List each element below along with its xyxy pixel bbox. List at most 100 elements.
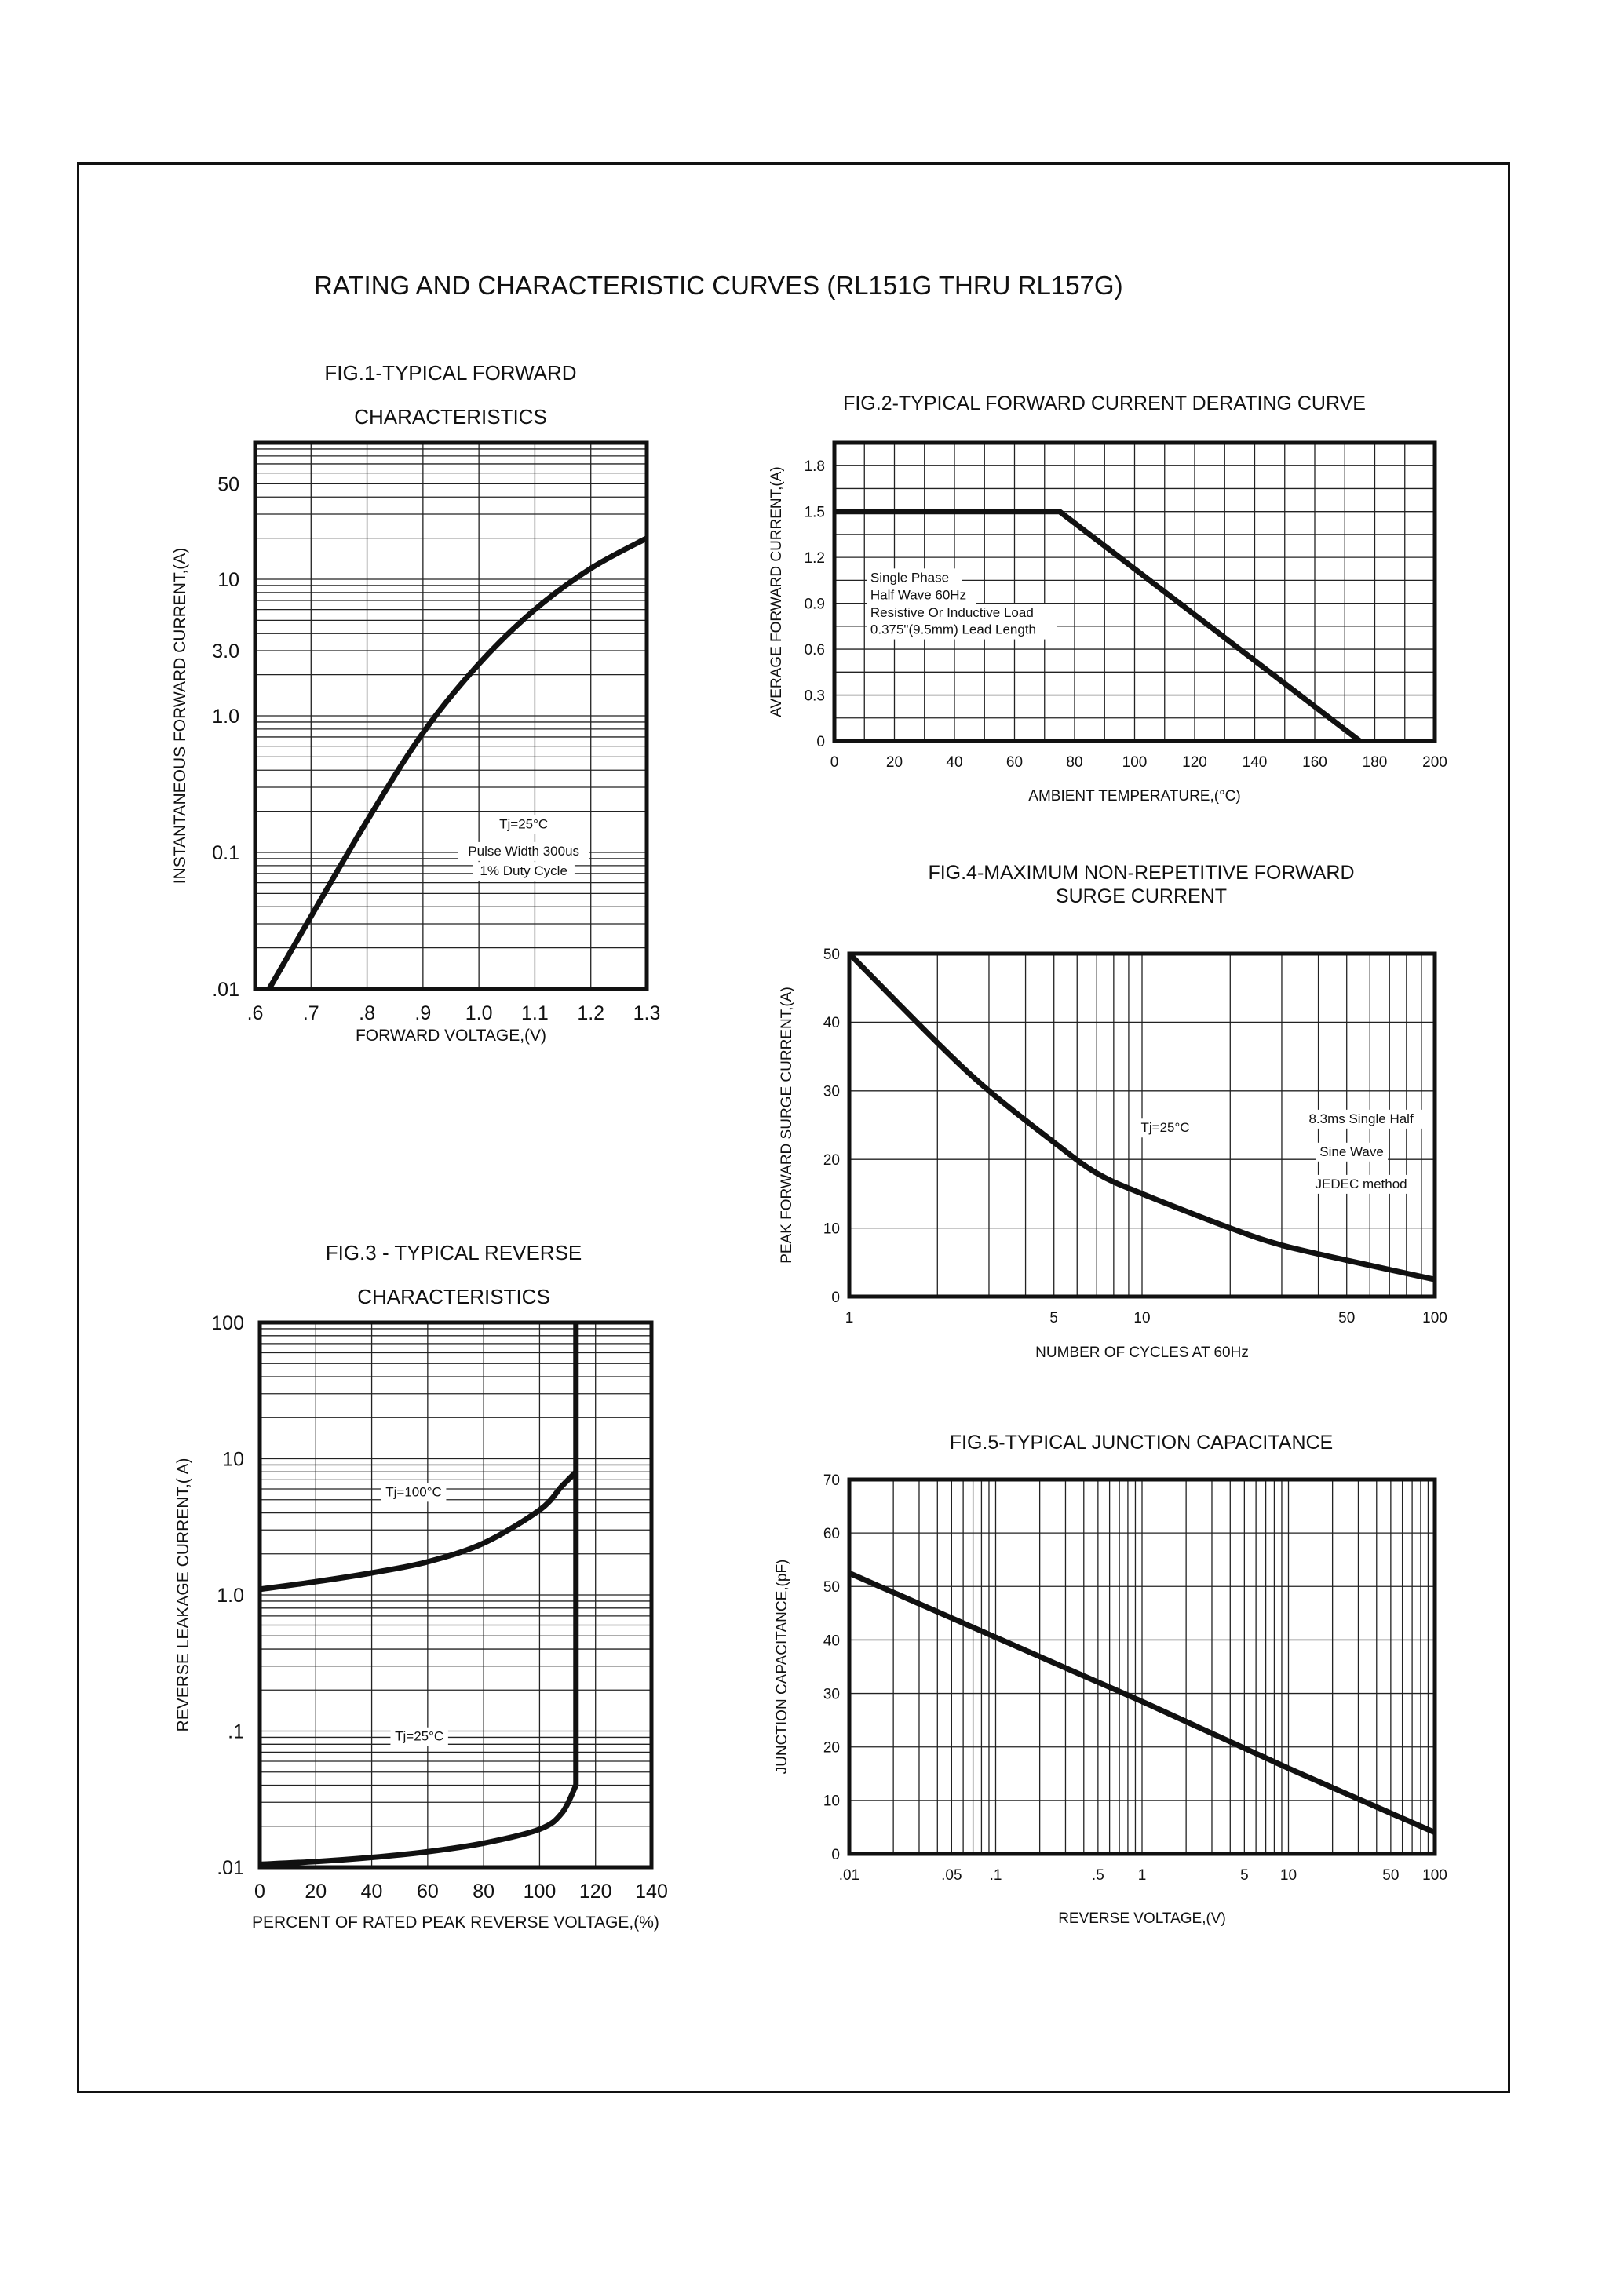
- gridlines: [254, 443, 648, 990]
- x-tick-label: 120: [579, 1881, 612, 1903]
- annotation-background: [867, 586, 976, 605]
- annotation-label: 8.3ms Single Half: [1308, 1111, 1414, 1126]
- gridlines: [259, 1323, 652, 1868]
- y-tick-label: 10: [823, 1220, 840, 1237]
- y-tick-label: 40: [823, 1015, 840, 1031]
- x-tick-label: 50: [1338, 1310, 1355, 1326]
- chart-title: FIG.4-MAXIMUM NON-REPETITIVE FORWARD: [928, 862, 1354, 884]
- y-tick-label: 50: [823, 947, 840, 963]
- x-tick-label: 20: [886, 754, 903, 771]
- x-axis-label: AMBIENT TEMPERATURE,(°C): [1028, 788, 1240, 805]
- x-tick-label: 180: [1363, 754, 1388, 771]
- annotation-label: 0.375"(9.5mm) Lead Length: [870, 622, 1036, 637]
- x-tick-label: 120: [1182, 754, 1207, 771]
- y-tick-label: 1.0: [217, 1585, 244, 1607]
- y-tick-label: 10: [217, 569, 239, 591]
- annotation-background: [867, 604, 1072, 623]
- annotations: Tj=25°C Pulse Width 300us 1% Duty Cycle: [458, 815, 589, 881]
- series-line: [847, 951, 1436, 1282]
- y-tick-label: 20: [823, 1152, 840, 1169]
- annotation-background: [1136, 1118, 1195, 1138]
- fig4-chart: Tj=25°C 8.3ms Single Half Sine Wave JEDEC m…: [779, 862, 1447, 1361]
- y-tick-label: 10: [823, 1793, 840, 1810]
- y-tick-label: .01: [212, 979, 239, 1001]
- x-tick-label: 0: [830, 754, 839, 771]
- y-tick-label: 50: [217, 473, 239, 495]
- plot-frame: [847, 951, 1437, 1299]
- x-tick-label: 1.2: [577, 1002, 604, 1024]
- fig5-chart: .01 .05 .1 .5 1 5 10 50 100 0 10 20 30 40 50 60 70 FIG.5-…: [774, 1432, 1447, 1927]
- chart-title: FIG.5-TYPICAL JUNCTION CAPACITANCE: [950, 1432, 1333, 1454]
- x-tick-label: 160: [1302, 754, 1327, 771]
- fig2-chart: Single Phase Half Wave 60Hz Resistive Or I…: [768, 392, 1447, 805]
- series-line: [834, 509, 1362, 743]
- x-axis-label: NUMBER OF CYCLES AT 60Hz: [1035, 1345, 1249, 1361]
- y-axis-label: PEAK FORWARD SURGE CURRENT,(A): [779, 987, 795, 1264]
- x-tick-label: 140: [1243, 754, 1268, 771]
- chart-title: FIG.3 - TYPICAL REVERSE: [326, 1241, 582, 1264]
- y-tick-label: 0.6: [805, 642, 825, 659]
- x-tick-label: .7: [303, 1002, 319, 1024]
- annotation-background: [867, 568, 962, 588]
- x-tick-label: .8: [359, 1002, 375, 1024]
- annotation-label: Sine Wave: [1319, 1144, 1384, 1159]
- x-tick-label: 5: [1049, 1310, 1058, 1326]
- plot-frame: [847, 1477, 1437, 1856]
- annotation-background: [1295, 1109, 1427, 1129]
- x-axis-label: REVERSE VOLTAGE,(V): [1058, 1910, 1226, 1927]
- fig3-chart: Tj=100°C Tj=25°C 0 20 40 60 80 100 120 140 .01 .1 1.…: [174, 1241, 668, 1932]
- y-axis-label: JUNCTION CAPACITANCE,(pF): [774, 1560, 790, 1775]
- x-tick-label: 60: [417, 1881, 439, 1903]
- x-tick-label: 1: [845, 1310, 854, 1326]
- y-tick-label: 0: [831, 1290, 840, 1306]
- x-tick-label: .5: [1092, 1867, 1104, 1884]
- x-tick-label: 40: [361, 1881, 383, 1903]
- x-tick-label: 40: [946, 754, 962, 771]
- annotations: Single Phase Half Wave 60Hz Resistive Or I…: [867, 568, 1072, 640]
- annotation-background: [1313, 1174, 1409, 1194]
- y-tick-label: 3.0: [212, 640, 239, 662]
- annotation-label: Tj=25°C: [499, 816, 548, 831]
- fig1-chart: Tj=25°C Pulse Width 300us 1% Duty Cycle .6.…: [171, 361, 660, 1045]
- x-tick-label: 0: [254, 1881, 265, 1903]
- x-tick-label: 100: [1422, 1867, 1447, 1884]
- x-tick-label: 140: [635, 1881, 668, 1903]
- annotation-label: 1% Duty Cycle: [480, 863, 567, 878]
- series-line: [266, 535, 648, 991]
- series-line-tj25c: [259, 1783, 578, 1867]
- chart-title: CHARACTERISTICS: [354, 405, 547, 429]
- y-tick-label: 0.1: [212, 842, 239, 864]
- y-tick-label: .1: [228, 1721, 244, 1743]
- y-tick-label: .01: [217, 1857, 244, 1879]
- annotation-background: [494, 815, 553, 834]
- series-line: [848, 1571, 1436, 1835]
- series-line-tj100c: [259, 1469, 578, 1593]
- x-tick-label: 80: [473, 1881, 494, 1903]
- y-tick-label: 1.2: [805, 550, 825, 567]
- annotation-label: Tj=100°C: [385, 1484, 442, 1499]
- annotation-label: Tj=25°C: [1140, 1120, 1189, 1135]
- annotation-label: Pulse Width 300us: [468, 844, 579, 859]
- x-tick-label: .1: [990, 1867, 1002, 1884]
- gridlines: [848, 1479, 1435, 1855]
- y-tick-label: 1.5: [805, 505, 825, 521]
- plot-frame: [257, 1320, 654, 1870]
- x-tick-label: 100: [1422, 1310, 1447, 1326]
- y-tick-label: 1.0: [212, 706, 239, 728]
- x-tick-label: 10: [1133, 1310, 1150, 1326]
- x-tick-label: 10: [1280, 1867, 1297, 1884]
- annotation-label: Single Phase: [870, 570, 949, 585]
- y-tick-label: 0.3: [805, 688, 825, 704]
- x-tick-label: 1.0: [465, 1002, 493, 1024]
- y-tick-label: 30: [823, 1686, 840, 1702]
- y-tick-label: 70: [823, 1472, 840, 1489]
- y-tick-label: 1.8: [805, 458, 825, 475]
- plot-frame: [832, 440, 1437, 743]
- x-tick-label: 1.3: [633, 1002, 661, 1024]
- x-tick-label: .01: [839, 1867, 859, 1884]
- x-axis-label: PERCENT OF RATED PEAK REVERSE VOLTAGE,(%…: [252, 1914, 659, 1932]
- chart-title: FIG.2-TYPICAL FORWARD CURRENT DERATING C…: [843, 392, 1366, 414]
- chart-title: FIG.1-TYPICAL FORWARD: [324, 361, 576, 385]
- annotation-background: [1315, 1142, 1389, 1162]
